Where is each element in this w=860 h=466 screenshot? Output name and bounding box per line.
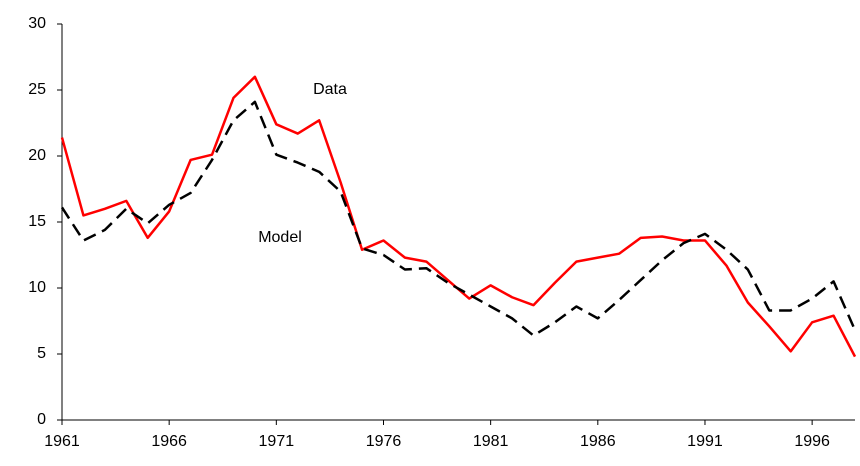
x-tick-label: 1971 bbox=[259, 433, 295, 450]
x-tick-label: 1996 bbox=[794, 433, 830, 450]
y-tick-label: 15 bbox=[28, 213, 46, 230]
x-tick-label: 1986 bbox=[580, 433, 616, 450]
x-tick-label: 1961 bbox=[44, 433, 80, 450]
series-line bbox=[60, 100, 857, 337]
x-tick-label: 1966 bbox=[151, 433, 187, 450]
y-tick-label: 20 bbox=[28, 147, 46, 164]
y-tick-label: 25 bbox=[28, 81, 46, 98]
y-tick-label: 0 bbox=[37, 411, 46, 428]
x-tick-label: 1991 bbox=[687, 433, 723, 450]
x-tick-label: 1981 bbox=[473, 433, 509, 450]
series-annotation: Data bbox=[313, 81, 347, 98]
y-tick-label: 30 bbox=[28, 15, 46, 32]
series-line bbox=[60, 75, 857, 358]
y-tick-label: 5 bbox=[37, 345, 46, 362]
x-tick-label: 1976 bbox=[366, 433, 402, 450]
y-tick-label: 10 bbox=[28, 279, 46, 296]
series-annotation: Model bbox=[258, 229, 302, 246]
